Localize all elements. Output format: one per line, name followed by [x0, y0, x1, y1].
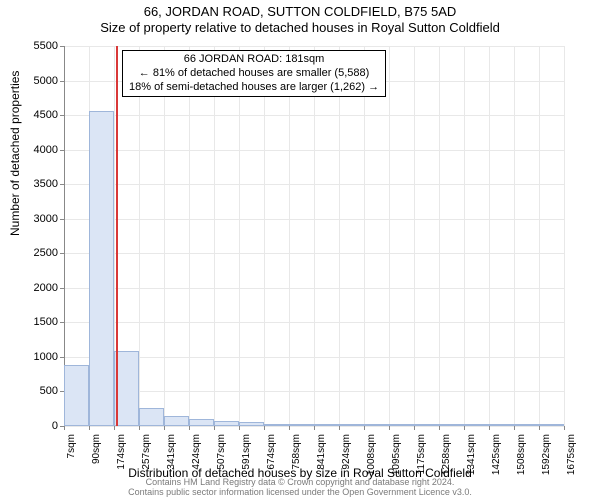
x-tick — [339, 426, 340, 430]
histogram-bar — [464, 424, 489, 426]
y-tick-label: 5500 — [24, 40, 58, 52]
gridline-v — [339, 46, 340, 426]
histogram-bar — [139, 408, 164, 426]
x-tick — [239, 426, 240, 430]
x-tick — [314, 426, 315, 430]
y-tick-label: 4000 — [24, 144, 58, 156]
y-tick-label: 4500 — [24, 109, 58, 121]
x-tick — [364, 426, 365, 430]
histogram-bar — [364, 424, 389, 426]
x-tick — [539, 426, 540, 430]
x-tick — [489, 426, 490, 430]
histogram-bar — [164, 416, 189, 426]
y-tick-label: 1500 — [24, 316, 58, 328]
x-tick — [214, 426, 215, 430]
histogram-bar — [214, 421, 239, 426]
x-tick — [389, 426, 390, 430]
x-tick — [289, 426, 290, 430]
histogram-bar — [239, 422, 264, 426]
x-tick — [464, 426, 465, 430]
annotation-line2: ← 81% of detached houses are smaller (5,… — [129, 67, 379, 81]
histogram-bar — [389, 424, 414, 426]
gridline-v — [439, 46, 440, 426]
x-tick — [114, 426, 115, 430]
y-tick-label: 2000 — [24, 282, 58, 294]
footer-line2: Contains public sector information licen… — [0, 488, 600, 498]
histogram-bar — [64, 365, 89, 426]
x-tick — [139, 426, 140, 430]
histogram-bar — [264, 424, 289, 426]
gridline-v — [514, 46, 515, 426]
histogram-bar — [414, 424, 439, 426]
annotation-line3: 18% of semi-detached houses are larger (… — [129, 81, 379, 95]
histogram-bar — [89, 111, 114, 426]
x-tick — [189, 426, 190, 430]
y-axis-title: Number of detached properties — [8, 71, 22, 236]
y-tick-label: 3000 — [24, 213, 58, 225]
chart-container: { "titles": { "main": "66, JORDAN ROAD, … — [0, 0, 600, 500]
gridline-v — [314, 46, 315, 426]
gridline-v — [264, 46, 265, 426]
x-tick — [89, 426, 90, 430]
gridline-v — [489, 46, 490, 426]
y-tick-label: 3500 — [24, 178, 58, 190]
x-tick — [164, 426, 165, 430]
footer: Contains HM Land Registry data © Crown c… — [0, 478, 600, 498]
plot-area: 0500100015002000250030003500400045005000… — [64, 46, 564, 426]
gridline-v — [289, 46, 290, 426]
x-tick — [264, 426, 265, 430]
annotation-box: 66 JORDAN ROAD: 181sqm← 81% of detached … — [122, 50, 386, 97]
histogram-bar — [439, 424, 464, 426]
y-tick-label: 500 — [24, 385, 58, 397]
gridline-v — [389, 46, 390, 426]
marker-line — [116, 46, 118, 426]
gridline-v — [239, 46, 240, 426]
y-tick-label: 5000 — [24, 75, 58, 87]
y-tick-label: 1000 — [24, 351, 58, 363]
histogram-bar — [314, 424, 339, 426]
histogram-bar — [489, 424, 514, 426]
gridline-v — [364, 46, 365, 426]
gridline-v — [189, 46, 190, 426]
x-tick — [564, 426, 565, 430]
histogram-bar — [339, 424, 364, 426]
gridline-v — [564, 46, 565, 426]
title-main: 66, JORDAN ROAD, SUTTON COLDFIELD, B75 5… — [0, 4, 600, 19]
title-sub: Size of property relative to detached ho… — [0, 20, 600, 35]
y-tick-label: 2500 — [24, 247, 58, 259]
histogram-bar — [514, 424, 539, 426]
x-tick — [514, 426, 515, 430]
gridline-v — [464, 46, 465, 426]
histogram-bar — [289, 424, 314, 426]
x-tick — [414, 426, 415, 430]
histogram-bar — [189, 419, 214, 426]
histogram-bar — [539, 424, 564, 426]
x-tick — [439, 426, 440, 430]
title-block: 66, JORDAN ROAD, SUTTON COLDFIELD, B75 5… — [0, 0, 600, 35]
annotation-line1: 66 JORDAN ROAD: 181sqm — [129, 53, 379, 67]
gridline-v — [139, 46, 140, 426]
y-tick-label: 0 — [24, 420, 58, 432]
x-tick — [64, 426, 65, 430]
gridline-v — [414, 46, 415, 426]
gridline-v — [164, 46, 165, 426]
plot-wrap: 0500100015002000250030003500400045005000… — [64, 46, 564, 426]
gridline-v — [214, 46, 215, 426]
gridline-v — [539, 46, 540, 426]
